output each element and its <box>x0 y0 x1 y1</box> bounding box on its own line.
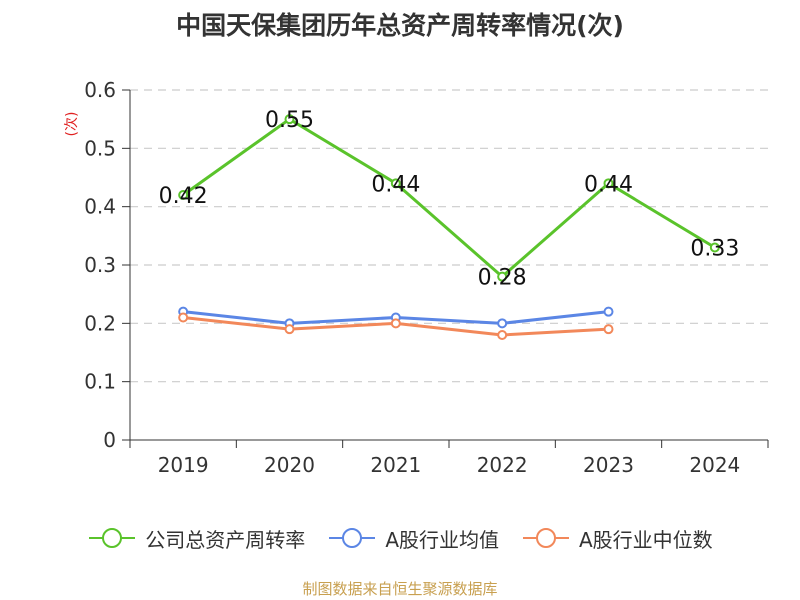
data-point <box>709 242 720 253</box>
data-point <box>603 306 614 317</box>
data-point <box>284 324 295 335</box>
source-note: 制图数据来自恒生聚源数据库 <box>302 580 498 598</box>
data-point <box>390 178 401 189</box>
grid-lines <box>130 89 768 383</box>
legend: 公司总资产周转率 A股行业均值 A股行业中位数 <box>0 520 800 556</box>
data-label: 0.44 <box>371 172 420 197</box>
legend-line-marker-icon <box>329 528 376 548</box>
y-tick-label: 0.2 <box>84 311 116 335</box>
data-point <box>497 330 508 340</box>
data-point <box>390 318 401 329</box>
x-tick-label: 2023 <box>583 453 634 477</box>
legend-item-company[interactable]: 公司总资产周转率 <box>87 524 305 553</box>
legend-label: A股行业中位数 <box>579 527 713 552</box>
data-labels: 0.42 0.55 0.44 0.28 0.44 0.33 <box>159 108 740 291</box>
legend-label: 公司总资产周转率 <box>145 527 306 552</box>
x-tick-label: 2020 <box>264 453 315 477</box>
data-point <box>497 318 508 329</box>
legend-label: A股行业均值 <box>385 527 499 552</box>
x-tick-label: 2019 <box>158 453 209 477</box>
data-point <box>178 190 189 200</box>
data-label: 0.28 <box>478 266 527 291</box>
data-label: 0.33 <box>690 237 739 262</box>
y-tick-label: 0.3 <box>84 253 116 277</box>
y-tick-label: 0.1 <box>84 370 116 394</box>
y-tick-label: 0.6 <box>84 78 116 102</box>
x-tick-label: 2021 <box>370 453 421 477</box>
data-point <box>284 114 295 125</box>
data-point <box>178 312 189 323</box>
legend-line-marker-icon <box>89 528 136 548</box>
y-tick-label: 0.5 <box>84 136 116 160</box>
data-label: 0.55 <box>265 108 314 133</box>
legend-line-marker-icon <box>523 528 569 548</box>
data-label: 0.42 <box>159 184 208 209</box>
legend-item-industry-median[interactable]: A股行业中位数 <box>521 524 713 553</box>
data-label: 0.44 <box>584 172 633 197</box>
y-tick-label: 0 <box>103 428 116 452</box>
series <box>178 114 720 340</box>
chart-title: 中国天保集团历年总资产周转率情况(次) <box>176 11 624 40</box>
data-point <box>497 271 508 282</box>
series-line <box>182 117 716 279</box>
legend-item-industry-mean[interactable]: A股行业均值 <box>327 524 499 553</box>
x-tick-label: 2022 <box>477 453 528 477</box>
data-point <box>603 178 614 189</box>
x-tick-label: 2024 <box>689 453 740 477</box>
y-tick-label: 0.4 <box>84 195 116 219</box>
y-axis-label: (次) <box>64 112 80 137</box>
axes: 0 0.1 0.2 0.3 0.4 0.5 0.6 2019 2020 2021 2022 2023 2… <box>64 78 769 477</box>
data-point <box>603 324 614 335</box>
